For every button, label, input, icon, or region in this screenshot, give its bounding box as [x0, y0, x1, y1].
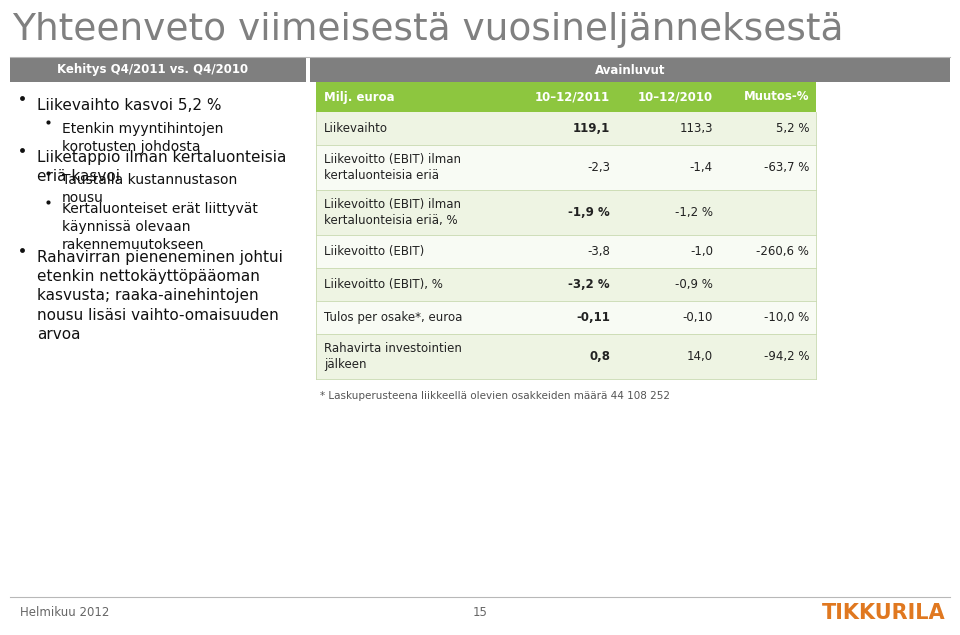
Text: -0,10: -0,10 — [683, 311, 713, 324]
Bar — [617, 190, 720, 235]
Text: -260,6 %: -260,6 % — [756, 245, 809, 258]
Text: 0,8: 0,8 — [589, 350, 610, 363]
Text: 15: 15 — [472, 606, 488, 620]
Text: -3,8: -3,8 — [588, 245, 610, 258]
Bar — [720, 334, 816, 379]
Bar — [514, 82, 617, 112]
Text: -63,7 %: -63,7 % — [763, 161, 809, 174]
Bar — [514, 268, 617, 301]
Bar — [514, 112, 617, 145]
Text: 119,1: 119,1 — [573, 122, 610, 135]
Text: Liikevoitto (EBIT): Liikevoitto (EBIT) — [324, 245, 424, 258]
Text: Kertaluonteiset erät liittyvät
käynnissä olevaan
rakennemuutokseen: Kertaluonteiset erät liittyvät käynnissä… — [62, 202, 258, 251]
Bar — [310, 58, 950, 82]
Text: 5,2 %: 5,2 % — [776, 122, 809, 135]
Text: Liikevoitto (EBIT) ilman
kertaluonteisia eriä, %: Liikevoitto (EBIT) ilman kertaluonteisia… — [324, 198, 461, 227]
Text: Liiketappio ilman kertaluonteisia
eriä kasvoi: Liiketappio ilman kertaluonteisia eriä k… — [37, 150, 286, 184]
Text: -3,2 %: -3,2 % — [568, 278, 610, 291]
Text: Helmikuu 2012: Helmikuu 2012 — [20, 606, 109, 620]
Text: 10–12/2010: 10–12/2010 — [637, 91, 713, 104]
Text: -2,3: -2,3 — [587, 161, 610, 174]
Text: Liikevoitto (EBIT) ilman
kertaluonteisia eriä: Liikevoitto (EBIT) ilman kertaluonteisia… — [324, 153, 461, 182]
Text: 10–12/2011: 10–12/2011 — [535, 91, 610, 104]
Text: Liikevaihto: Liikevaihto — [324, 122, 388, 135]
Bar — [514, 235, 617, 268]
Text: Rahavirta investointien
jälkeen: Rahavirta investointien jälkeen — [324, 342, 462, 371]
Bar — [617, 301, 720, 334]
Text: -0,11: -0,11 — [576, 311, 610, 324]
Bar — [514, 190, 617, 235]
Text: Yhteenveto viimeisestä vuosineljänneksestä: Yhteenveto viimeisestä vuosineljännekses… — [12, 12, 844, 48]
Bar — [316, 145, 514, 190]
Text: * Laskuperusteena liikkeellä olevien osakkeiden määrä 44 108 252: * Laskuperusteena liikkeellä olevien osa… — [320, 391, 670, 401]
Text: -1,0: -1,0 — [690, 245, 713, 258]
Bar — [617, 235, 720, 268]
Text: -0,9 %: -0,9 % — [675, 278, 713, 291]
Text: Taustalla kustannustason
nousu: Taustalla kustannustason nousu — [62, 173, 237, 205]
Text: Kehitys Q4/2011 vs. Q4/2010: Kehitys Q4/2011 vs. Q4/2010 — [58, 64, 249, 76]
Text: Etenkin myyntihintojen
korotusten johdosta: Etenkin myyntihintojen korotusten johdos… — [62, 122, 224, 154]
Text: -1,9 %: -1,9 % — [568, 206, 610, 219]
Text: Milj. euroa: Milj. euroa — [324, 91, 395, 104]
Bar — [514, 334, 617, 379]
Text: -1,4: -1,4 — [690, 161, 713, 174]
Bar — [316, 301, 514, 334]
Bar — [316, 112, 514, 145]
Bar — [617, 334, 720, 379]
Text: Rahavirran pieneneminen johtui
etenkin nettokäyttöpääoman
kasvusta; raaka-ainehi: Rahavirran pieneneminen johtui etenkin n… — [37, 250, 283, 342]
Text: Muutos-%: Muutos-% — [743, 91, 809, 104]
Text: -94,2 %: -94,2 % — [763, 350, 809, 363]
Bar — [617, 112, 720, 145]
Bar — [316, 190, 514, 235]
Bar — [316, 82, 514, 112]
Bar — [316, 235, 514, 268]
Bar — [316, 334, 514, 379]
Text: 14,0: 14,0 — [686, 350, 713, 363]
Bar — [720, 145, 816, 190]
Bar — [720, 82, 816, 112]
Bar — [720, 268, 816, 301]
Text: TIKKURILA: TIKKURILA — [822, 603, 945, 623]
Bar — [617, 82, 720, 112]
Bar — [617, 145, 720, 190]
Text: 113,3: 113,3 — [680, 122, 713, 135]
Bar — [720, 235, 816, 268]
Bar — [720, 301, 816, 334]
Bar — [514, 301, 617, 334]
Text: Liikevaihto kasvoi 5,2 %: Liikevaihto kasvoi 5,2 % — [37, 98, 222, 113]
Bar — [514, 145, 617, 190]
Text: Avainluvut: Avainluvut — [595, 64, 665, 76]
Bar — [316, 268, 514, 301]
Text: -10,0 %: -10,0 % — [764, 311, 809, 324]
Bar — [617, 268, 720, 301]
Bar — [10, 58, 306, 82]
Bar — [720, 190, 816, 235]
Text: -1,2 %: -1,2 % — [675, 206, 713, 219]
Text: Liikevoitto (EBIT), %: Liikevoitto (EBIT), % — [324, 278, 443, 291]
Bar — [720, 112, 816, 145]
Text: Tulos per osake*, euroa: Tulos per osake*, euroa — [324, 311, 463, 324]
